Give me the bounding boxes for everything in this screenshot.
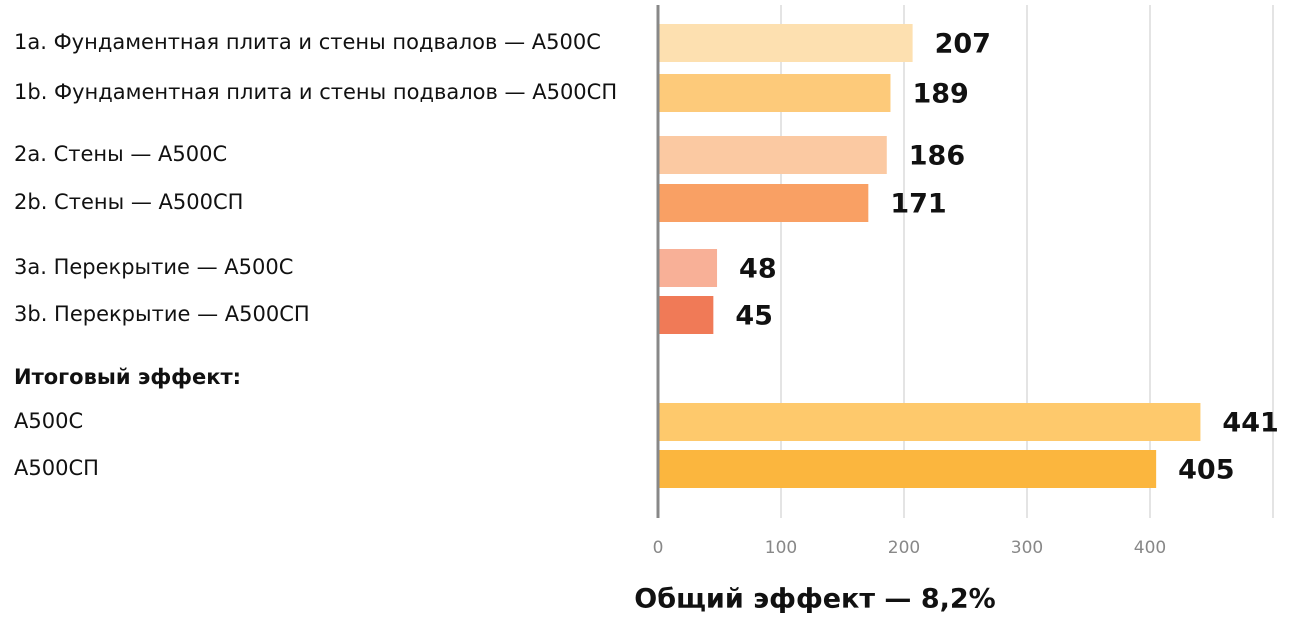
category-label: 1a. Фундаментная плита и стены подвалов … — [14, 30, 601, 54]
category-label: А500С — [14, 409, 83, 433]
value-label: 45 — [735, 301, 773, 332]
bar — [658, 136, 887, 174]
value-label: 207 — [935, 29, 991, 60]
bar — [658, 249, 718, 287]
bar — [658, 184, 869, 222]
x-tick-label: 300 — [1011, 538, 1043, 558]
x-tick-label: 100 — [765, 538, 797, 558]
bar — [658, 74, 891, 112]
bar — [658, 450, 1157, 488]
bar — [658, 403, 1201, 441]
x-tick-label: 0 — [653, 538, 664, 558]
x-axis-label: Общий эффект — 8,2% — [634, 584, 995, 615]
category-label: 3a. Перекрытие — А500С — [14, 255, 293, 279]
bar — [658, 24, 913, 62]
value-label: 189 — [912, 79, 968, 110]
value-label: 441 — [1222, 408, 1278, 439]
value-label: 405 — [1178, 455, 1234, 486]
bar — [658, 296, 714, 334]
category-label: 1b. Фундаментная плита и стены подвалов … — [14, 80, 617, 104]
value-label: 48 — [739, 254, 777, 285]
value-label: 171 — [890, 189, 946, 220]
category-label: 2b. Стены — А500СП — [14, 190, 243, 214]
category-label: Итоговый эффект: — [14, 365, 241, 389]
category-label: 3b. Перекрытие — А500СП — [14, 302, 310, 326]
x-tick-label: 200 — [888, 538, 920, 558]
category-label: А500СП — [14, 456, 99, 480]
x-tick-label: 400 — [1134, 538, 1166, 558]
value-label: 186 — [909, 141, 965, 172]
category-label: 2a. Стены — А500С — [14, 142, 227, 166]
